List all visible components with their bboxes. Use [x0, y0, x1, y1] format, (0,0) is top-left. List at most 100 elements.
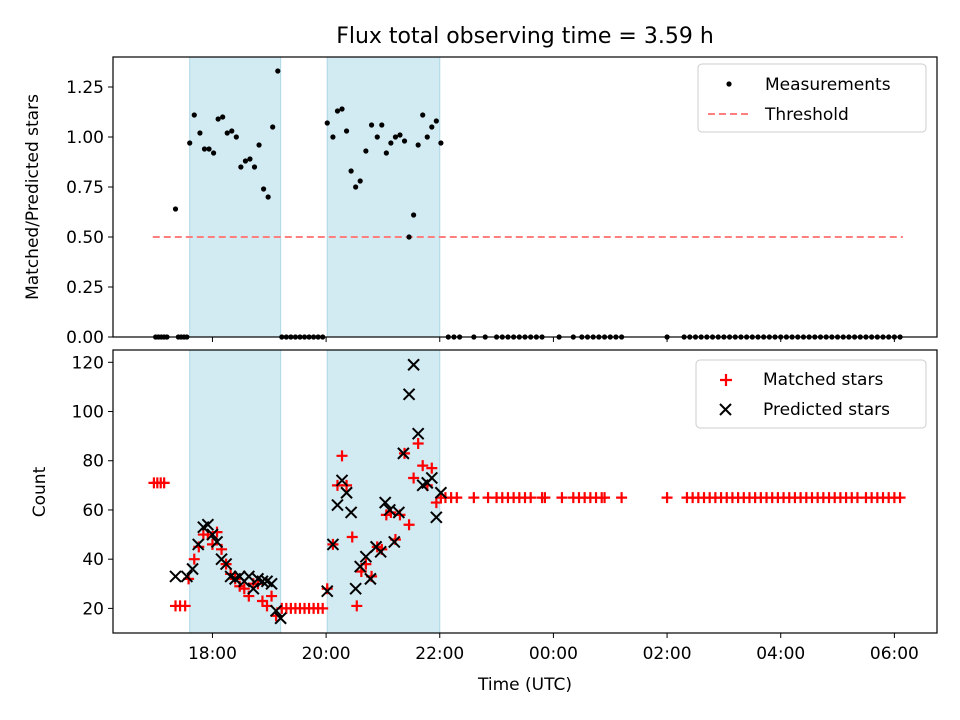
x-axis-label: Time (UTC): [477, 675, 572, 695]
count-panel: 20 40 60 80 100 120 18:00 20:00 22:00 00:00 02:00…: [30, 349, 938, 695]
measurement-point: [251, 164, 258, 170]
measurement-point: [275, 68, 281, 74]
matched-star-point: [266, 590, 278, 602]
predicted-star-point: [397, 447, 410, 460]
y-tick-label: 120: [72, 353, 104, 373]
measurement-point: [433, 118, 439, 124]
measurement-point: [229, 128, 235, 134]
predicted-star-point: [242, 570, 256, 583]
predicted-star-point: [335, 474, 349, 487]
matched-star-point: [403, 519, 415, 531]
measurement-point: [260, 186, 267, 192]
measurement-point: [265, 194, 271, 200]
matched-star-point: [346, 531, 358, 543]
matched-star-point: [351, 600, 363, 612]
predicted-star-point: [344, 506, 358, 519]
predicted-star-point: [353, 560, 367, 573]
count-panel-y-label: Count: [30, 466, 50, 517]
measurement-point: [429, 124, 435, 130]
measurements-legend-marker: [726, 81, 732, 87]
chart-title: Flux total observing time = 3.59 h: [336, 24, 714, 49]
measurement-point: [172, 206, 179, 212]
measurement-point: [220, 114, 226, 120]
measurement-point: [197, 130, 203, 136]
measurement-point: [206, 146, 212, 152]
predicted-star-point: [374, 545, 387, 558]
predicted-star-point: [247, 582, 260, 595]
predicted-star-point: [340, 486, 353, 499]
predicted-star-point: [411, 427, 425, 440]
predicted-star-point: [378, 496, 392, 509]
matched-legend-marker: [720, 374, 732, 386]
predicted-star-point: [192, 538, 205, 551]
y-tick-label: 0.25: [66, 278, 104, 298]
matched-star-point: [894, 492, 906, 504]
predicted-star-point: [407, 358, 420, 371]
matched-star-point: [408, 472, 420, 484]
predicted-star-point: [219, 557, 233, 571]
measurement-point: [383, 150, 389, 156]
ratio-panel-legend: Measurements Threshold: [697, 63, 927, 133]
y-tick-label: 60: [82, 501, 104, 521]
measurement-point: [330, 134, 336, 140]
measurement-point: [406, 234, 412, 240]
measurement-point: [357, 178, 363, 184]
predicted-star-point: [186, 562, 199, 576]
matched-star-point: [661, 492, 673, 504]
measurement-point: [233, 134, 239, 140]
measurement-point: [415, 142, 421, 148]
y-tick-label: 1.25: [66, 78, 104, 98]
y-tick-label: 0.50: [66, 228, 104, 248]
predicted-star-point: [180, 570, 194, 583]
measurement-point: [374, 134, 380, 140]
matched-star-point: [525, 492, 537, 504]
measurement-point: [411, 212, 417, 218]
matched-star-point: [451, 492, 463, 504]
shaded-interval: [189, 56, 282, 338]
matched-star-point: [412, 438, 424, 450]
y-tick-label: 1.00: [66, 128, 104, 148]
measurement-point: [379, 122, 385, 128]
count-panel-legend: Matched stars Predicted stars: [695, 359, 927, 429]
measurement-point: [388, 140, 394, 146]
x-tick-label: 00:00: [529, 644, 578, 664]
predicted-star-point: [383, 503, 396, 517]
predicted-stars-points: [169, 358, 448, 625]
measurement-point: [368, 122, 375, 128]
count-legend-box: [695, 359, 927, 429]
measurement-point: [343, 128, 350, 134]
predicted-star-point: [402, 388, 416, 401]
predicted-star-point: [321, 584, 334, 598]
x-tick-label: 22:00: [415, 644, 464, 664]
ratio-panel: 0.00 0.25 0.50 0.75 1.00 1.25 Matched/Predict…: [23, 56, 938, 348]
matched-star-point: [426, 462, 438, 474]
count-panel-frame: [112, 349, 938, 634]
matched-star-point: [317, 602, 329, 614]
ratio-panel-y-label: Matched/Predicted stars: [23, 94, 43, 300]
predicted-star-point: [425, 471, 439, 485]
measurement-point: [270, 124, 276, 130]
measurement-point: [339, 106, 345, 112]
predicted-star-point: [359, 550, 373, 563]
predicted-star-point: [349, 582, 362, 595]
x-tick-label: 18:00: [188, 644, 237, 664]
matched-star-point: [539, 492, 551, 504]
matched-star-point: [599, 492, 611, 504]
predicted-star-point: [210, 535, 224, 549]
predicted-star-point: [364, 572, 377, 586]
y-tick-label: 0.00: [66, 328, 104, 348]
predicted-star-point: [256, 575, 269, 588]
matched-legend-label: Matched stars: [763, 370, 883, 390]
measurement-point: [324, 120, 330, 126]
predicted-star-point: [201, 518, 215, 531]
ratio-panel-frame: [112, 56, 938, 338]
matched-star-point: [188, 553, 200, 565]
count-panel-x-ticks: 18:00 20:00 22:00 00:00 02:00 04:00 06:00: [188, 633, 919, 664]
measurement-point: [201, 146, 208, 152]
predicted-star-point: [434, 486, 448, 499]
matched-star-point: [417, 460, 429, 472]
measurement-point: [363, 148, 369, 154]
y-tick-label: 20: [82, 599, 104, 619]
x-tick-label: 20:00: [302, 644, 351, 664]
